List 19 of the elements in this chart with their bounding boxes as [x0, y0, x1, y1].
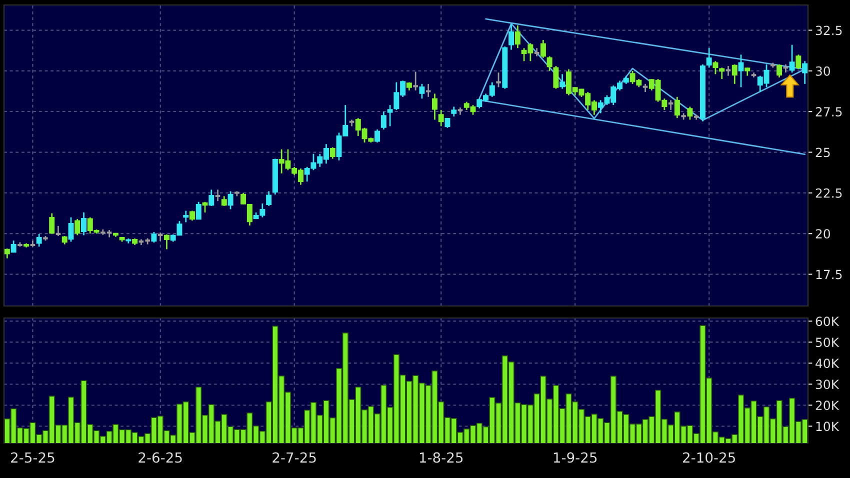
- x-tick-label: 2-6-25: [138, 452, 182, 463]
- y-tick-label: 20: [816, 229, 830, 239]
- y-tick-label: 27.5: [816, 107, 842, 116]
- x-tick-label: 2-7-25: [272, 452, 316, 463]
- y-tick-label: 20K: [816, 400, 840, 410]
- y-tick-label: 25: [816, 148, 830, 158]
- y-tick-label: 10K: [816, 422, 840, 432]
- y-tick-label: 60K: [816, 316, 840, 326]
- x-tick-label: 1-9-25: [554, 452, 597, 463]
- y-tick-label: 32.5: [816, 26, 842, 36]
- y-tick-label: 40K: [816, 358, 840, 368]
- y-tick-label: 30: [816, 66, 830, 76]
- y-tick-label: 50K: [816, 338, 840, 348]
- y-tick-label: 17.5: [816, 270, 842, 280]
- x-tick-label: 1-8-25: [420, 452, 463, 463]
- x-tick-label: 2-5-25: [11, 452, 54, 463]
- x-tick-label: 2-10-25: [683, 452, 735, 463]
- y-tick-label: 22.5: [816, 188, 842, 198]
- y-tick-label: 30K: [816, 380, 840, 390]
